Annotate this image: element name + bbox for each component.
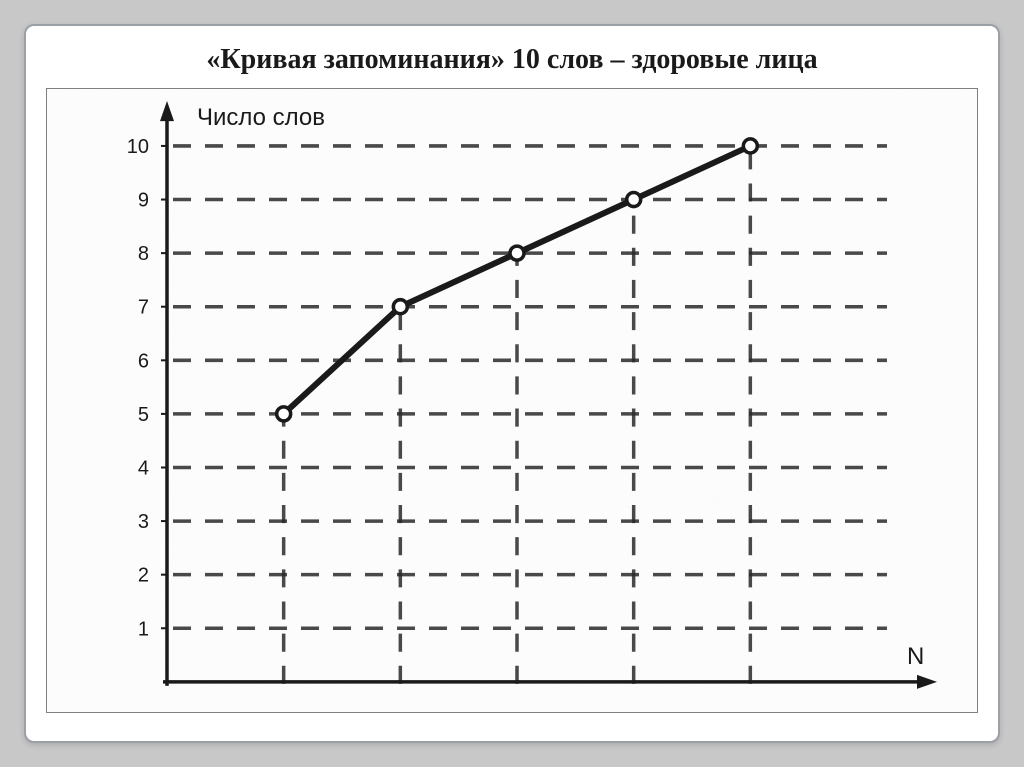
svg-text:9: 9 xyxy=(138,190,149,212)
svg-text:4: 4 xyxy=(138,457,149,479)
svg-text:7: 7 xyxy=(138,297,149,319)
svg-text:8: 8 xyxy=(138,243,149,265)
slide-title: «Кривая запоминания» 10 слов – здоровые … xyxy=(46,44,978,76)
svg-text:3: 3 xyxy=(138,511,149,533)
svg-text:5: 5 xyxy=(138,404,149,426)
svg-text:N: N xyxy=(907,643,924,670)
svg-text:Число слов: Число слов xyxy=(197,104,325,131)
svg-text:6: 6 xyxy=(138,350,149,372)
svg-text:1: 1 xyxy=(138,618,149,640)
svg-text:2: 2 xyxy=(138,565,149,587)
slide-frame: «Кривая запоминания» 10 слов – здоровые … xyxy=(24,24,1000,743)
svg-text:10: 10 xyxy=(127,136,149,158)
chart-container: 1 2 3 4 5 6 7 8 9 10 Число слов N xyxy=(46,88,978,713)
memory-curve-chart: 1 2 3 4 5 6 7 8 9 10 Число слов N xyxy=(47,89,977,712)
